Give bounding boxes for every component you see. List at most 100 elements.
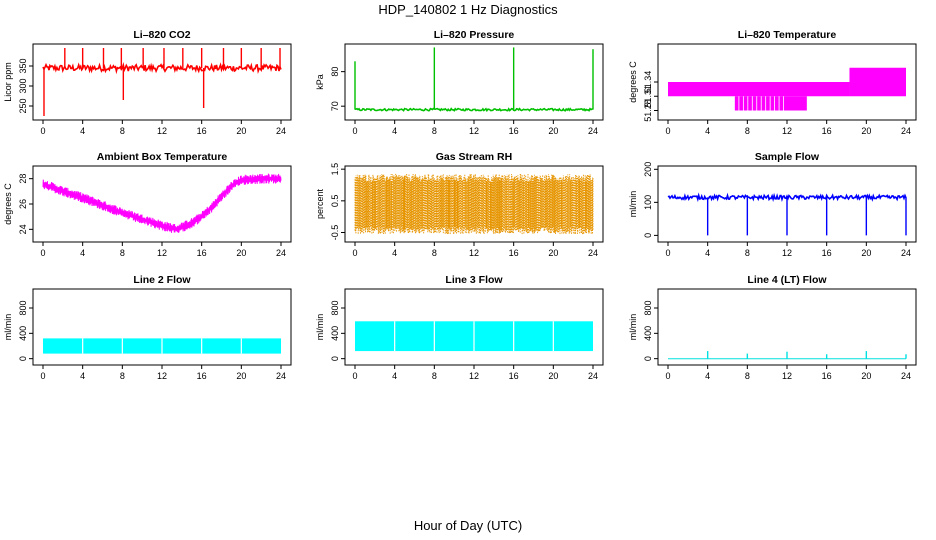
x-tick-label: 20 (236, 371, 246, 381)
x-tick-label: 20 (236, 126, 246, 136)
y-axis-label: degrees C (628, 61, 638, 103)
y-tick-label: 0 (643, 356, 653, 361)
x-tick-label: 4 (392, 248, 397, 258)
x-tick-label: 8 (745, 248, 750, 258)
panel-5: Gas Stream RH 0 4 8 12 16 20 24 -0.5 0.5 1.5 percen… (315, 151, 604, 258)
y-axis-label: percent (315, 188, 325, 219)
y-tick-label: 0 (643, 233, 653, 238)
x-tick-label: 0 (665, 371, 670, 381)
y-axis-label: ml/min (3, 314, 13, 341)
x-tick-label: 8 (120, 371, 125, 381)
x-tick-label: 4 (705, 126, 710, 136)
x-tick-label: 24 (276, 126, 286, 136)
y-tick-label: 51.28 (643, 99, 653, 122)
panel-title: Gas Stream RH (436, 151, 512, 163)
x-tick-label: 0 (665, 126, 670, 136)
y-axis-label: degrees C (3, 183, 13, 225)
x-tick-label: 8 (120, 248, 125, 258)
x-tick-label: 24 (588, 248, 598, 258)
panel-title: Sample Flow (755, 151, 820, 163)
x-tick-label: 16 (197, 248, 207, 258)
panel-title: Line 3 Flow (445, 274, 503, 286)
x-tick-label: 16 (509, 371, 519, 381)
x-tick-label: 12 (469, 248, 479, 258)
y-tick-label: 51.31 (643, 85, 653, 108)
x-tick-label: 20 (236, 248, 246, 258)
y-tick-label: 250 (18, 98, 28, 113)
y-tick-label: -0.5 (330, 225, 340, 241)
x-tick-label: 20 (861, 371, 871, 381)
y-axis-label: ml/min (628, 191, 638, 218)
x-tick-label: 20 (548, 248, 558, 258)
panel-title: Li–820 CO2 (133, 29, 190, 41)
y-tick-label: 100 (643, 195, 653, 210)
y-tick-label: 800 (18, 300, 28, 315)
y-tick-label: 0 (18, 356, 28, 361)
x-tick-label: 20 (548, 371, 558, 381)
y-tick-label: 0 (330, 356, 340, 361)
series-line (42, 62, 282, 75)
x-tick-label: 8 (432, 371, 437, 381)
y-tick-label: 28 (18, 174, 28, 184)
y-tick-label: 24 (18, 224, 28, 234)
y-tick-label: 51.34 (643, 71, 653, 94)
series-line (42, 173, 282, 233)
x-tick-label: 4 (392, 126, 397, 136)
panel-3: Li–820 Temperature 0 4 8 12 16 20 24 51.2851.315… (628, 29, 917, 136)
x-tick-label: 16 (197, 126, 207, 136)
x-tick-label: 12 (157, 248, 167, 258)
series-band (668, 82, 850, 97)
x-tick-label: 24 (901, 371, 911, 381)
x-tick-label: 8 (745, 371, 750, 381)
page-title: HDP_140802 1 Hz Diagnostics (378, 2, 558, 17)
x-tick-label: 12 (782, 126, 792, 136)
x-tick-label: 24 (588, 371, 598, 381)
y-axis-label: ml/min (315, 314, 325, 341)
x-tick-label: 20 (861, 248, 871, 258)
y-tick-label: 400 (330, 326, 340, 341)
x-tick-label: 16 (822, 371, 832, 381)
y-tick-label: 800 (330, 300, 340, 315)
series-band (734, 96, 807, 111)
y-tick-label: 1.5 (330, 163, 340, 176)
x-tick-label: 20 (861, 126, 871, 136)
y-tick-label: 400 (643, 326, 653, 341)
x-tick-label: 12 (157, 126, 167, 136)
x-tick-label: 24 (901, 248, 911, 258)
x-tick-label: 24 (276, 371, 286, 381)
panel-1: Li–820 CO2 0 4 8 12 16 20 24 250 300 350 Licor ppm (3, 29, 292, 136)
x-tick-label: 16 (509, 248, 519, 258)
panel-4: Ambient Box Temperature 0 4 8 12 16 20 24 24 26 28… (3, 151, 292, 258)
x-tick-label: 20 (548, 126, 558, 136)
x-tick-label: 4 (705, 371, 710, 381)
x-tick-label: 0 (40, 126, 45, 136)
panel-7: Line 2 Flow 0 4 8 12 16 20 24 0 400 800 ml/min (3, 274, 292, 381)
x-axis-label: Hour of Day (UTC) (413, 518, 523, 533)
x-tick-label: 24 (276, 248, 286, 258)
x-tick-label: 0 (352, 371, 357, 381)
panel-title: Ambient Box Temperature (97, 151, 228, 163)
y-tick-label: 80 (330, 67, 340, 77)
panel-6: Sample Flow 0 4 8 12 16 20 24 0 100 200 ml/min (628, 151, 917, 258)
panel-title: Li–820 Pressure (434, 29, 515, 41)
y-tick-label: 0.5 (330, 195, 340, 208)
x-tick-label: 4 (80, 248, 85, 258)
x-tick-label: 0 (352, 126, 357, 136)
y-tick-label: 200 (643, 162, 653, 177)
y-tick-label: 800 (643, 300, 653, 315)
series-points (354, 173, 594, 235)
x-tick-label: 8 (120, 126, 125, 136)
y-tick-label: 400 (18, 326, 28, 341)
panel-8: Line 3 Flow 0 4 8 12 16 20 24 0 400 800 ml/min (315, 274, 604, 381)
x-tick-label: 16 (509, 126, 519, 136)
x-tick-label: 0 (665, 248, 670, 258)
x-tick-label: 4 (80, 126, 85, 136)
x-tick-label: 12 (782, 248, 792, 258)
panel-9: Line 4 (LT) Flow 0 4 8 12 16 20 24 0 400 800 ml/min (628, 274, 917, 381)
x-tick-label: 12 (157, 371, 167, 381)
x-tick-label: 24 (588, 126, 598, 136)
y-axis-label: ml/min (628, 314, 638, 341)
panel-title: Line 2 Flow (133, 274, 191, 286)
x-tick-label: 0 (40, 248, 45, 258)
